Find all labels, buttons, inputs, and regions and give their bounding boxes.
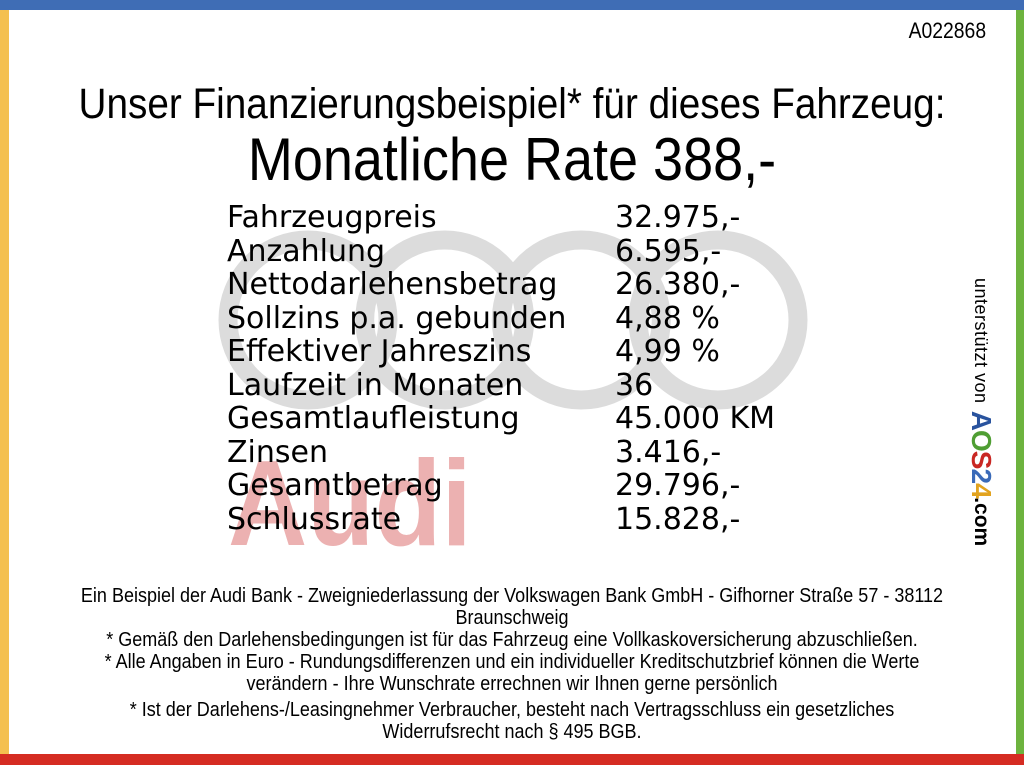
frame-bottom-bar — [0, 754, 1024, 765]
footer-line: Braunschweig — [455, 607, 569, 629]
footer-line: verändern - Ihre Wunschrate errechnen wi… — [246, 673, 778, 695]
footer: Ein Beispiel der Audi Bank - Zweignieder… — [51, 585, 973, 743]
footer-line: Ein Beispiel der Audi Bank - Zweignieder… — [80, 585, 944, 607]
table-row: Schlussrate 15.828,- — [227, 501, 775, 537]
footer-line: * Alle Angaben in Euro - Rundungsdiffere… — [104, 651, 920, 673]
footer-paragraph: * Gemäß den Darlehensbedingungen ist für… — [51, 629, 973, 651]
logo-letter: 2 — [966, 468, 997, 483]
row-label: Effektiver Jahreszins — [227, 334, 532, 369]
row-label: Sollzins p.a. gebunden — [227, 300, 567, 336]
audi-ring — [491, 230, 671, 410]
row-label: Gesamtbetrag — [227, 468, 443, 503]
supported-by-text: unterstützt von — [971, 278, 991, 404]
table-row: Fahrzeugpreis 32.975,- — [227, 201, 775, 235]
table-row: Anzahlung 6.595,- — [227, 233, 775, 269]
frame-left-bar — [0, 10, 9, 754]
intro-title: Unser Finanzierungsbeispiel* für dieses … — [78, 80, 946, 128]
row-value: 4,99 % — [615, 334, 720, 369]
table-row: Zinsen 3.416,- — [227, 434, 775, 470]
finance-table: Fahrzeugpreis 32.975,- Anzahlung 6.595,-… — [227, 201, 775, 536]
audi-rings-watermark — [218, 230, 808, 410]
footer-line: * Ist der Darlehens-/Leasingnehmer Verbr… — [129, 699, 895, 721]
row-label: Nettodarlehensbetrag — [227, 267, 558, 302]
row-value: 45.000 KM — [615, 401, 776, 436]
table-row: Nettodarlehensbetrag 26.380,- — [227, 268, 775, 302]
audi-ring — [218, 230, 398, 410]
row-label: Anzahlung — [227, 233, 386, 269]
logo-suffix: .com — [970, 497, 993, 547]
footer-paragraph: * Alle Angaben in Euro - Rundungsdiffere… — [51, 651, 973, 695]
row-label: Schlussrate — [227, 501, 402, 537]
table-row: Sollzins p.a. gebunden 4,88 % — [227, 300, 775, 336]
logo-letter: A — [966, 410, 997, 430]
logo-letter: 4 — [966, 482, 997, 498]
aos24-logo: AOS24 — [966, 404, 997, 498]
row-label: Gesamtlaufleistung — [227, 401, 520, 436]
row-value: 29.796,- — [615, 468, 741, 503]
row-label: Fahrzeugpreis — [227, 200, 437, 235]
audi-ring — [355, 230, 535, 410]
footer-line: * Gemäß den Darlehensbedingungen ist für… — [106, 629, 918, 651]
logo-letter: S — [966, 450, 997, 469]
table-row: Gesamtlaufleistung 45.000 KM — [227, 402, 775, 436]
row-value: 26.380,- — [615, 267, 741, 302]
supported-by-vertical: unterstützt von AOS24.com — [962, 278, 1000, 546]
document-id: A022868 — [908, 18, 986, 43]
table-row: Laufzeit in Monaten 36 — [227, 367, 775, 403]
frame-top-bar — [0, 0, 1024, 10]
row-value: 4,88 % — [615, 300, 720, 336]
audi-brand-watermark: Audi — [228, 435, 472, 571]
rate-title: Monatliche Rate 388,- — [247, 126, 777, 193]
footer-line: Widerrufsrecht nach § 495 BGB. — [382, 721, 642, 743]
table-row: Effektiver Jahreszins 4,99 % — [227, 335, 775, 369]
footer-paragraph: Ein Beispiel der Audi Bank - Zweignieder… — [51, 585, 973, 629]
footer-paragraph: * Ist der Darlehens-/Leasingnehmer Verbr… — [51, 699, 973, 743]
table-row: Gesamtbetrag 29.796,- — [227, 469, 775, 503]
row-value: 15.828,- — [615, 501, 741, 537]
row-label: Laufzeit in Monaten — [227, 367, 524, 403]
row-value: 32.975,- — [615, 200, 741, 235]
logo-letter: O — [966, 429, 997, 451]
frame-right-bar — [1016, 10, 1024, 754]
row-value: 6.595,- — [615, 233, 722, 269]
row-label: Zinsen — [227, 434, 329, 470]
audi-ring — [628, 230, 808, 410]
row-value: 3.416,- — [615, 434, 722, 470]
row-value: 36 — [615, 367, 654, 403]
